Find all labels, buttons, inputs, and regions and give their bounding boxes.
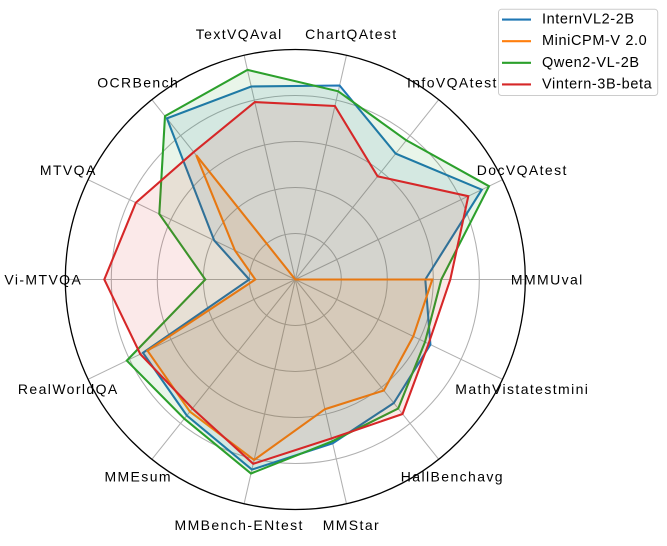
svg-text:TextVQAval: TextVQAval: [196, 26, 283, 42]
svg-text:OCRBench: OCRBench: [97, 75, 179, 91]
svg-text:HallBenchavg: HallBenchavg: [401, 469, 504, 485]
svg-text:Vintern-3B-beta: Vintern-3B-beta: [542, 76, 653, 92]
svg-text:Qwen2-VL-2B: Qwen2-VL-2B: [542, 55, 640, 71]
svg-text:MathVistatestmini: MathVistatestmini: [455, 381, 589, 397]
svg-text:InfoVQAtest: InfoVQAtest: [407, 75, 498, 91]
svg-text:InternVL2-2B: InternVL2-2B: [542, 12, 635, 28]
svg-text:MTVQA: MTVQA: [40, 162, 97, 178]
svg-text:MiniCPM-V 2.0: MiniCPM-V 2.0: [542, 33, 647, 49]
svg-text:Vi-MTVQA: Vi-MTVQA: [4, 272, 82, 288]
svg-text:DocVQAtest: DocVQAtest: [477, 162, 568, 178]
svg-text:MMStar: MMStar: [323, 517, 380, 533]
svg-text:MMMUval: MMMUval: [511, 272, 584, 288]
svg-text:MMBench-ENtest: MMBench-ENtest: [175, 517, 304, 533]
svg-text:ChartQAtest: ChartQAtest: [305, 26, 397, 42]
svg-text:RealWorldQA: RealWorldQA: [18, 381, 119, 397]
svg-text:MMEsum: MMEsum: [104, 469, 172, 485]
